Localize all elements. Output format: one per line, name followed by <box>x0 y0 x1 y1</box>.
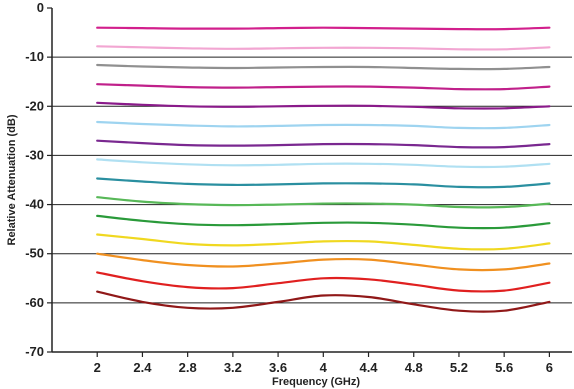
x-tick-label: 5.2 <box>450 360 468 375</box>
x-tick-label: 2.4 <box>133 360 152 375</box>
x-tick-label: 4 <box>320 360 328 375</box>
x-tick-label: 2.8 <box>179 360 197 375</box>
series-line-10 <box>96 196 551 209</box>
x-tick-label: 3.2 <box>224 360 242 375</box>
y-tick-label: -40 <box>25 197 44 212</box>
x-tick-label: 4.4 <box>359 360 378 375</box>
series-line-1 <box>96 26 551 31</box>
series-line-2 <box>96 45 551 51</box>
series-line-15 <box>96 290 551 313</box>
y-tick-label: 0 <box>37 0 44 15</box>
series-line-13 <box>96 252 551 272</box>
series-lines <box>96 26 551 313</box>
y-tick-label: -30 <box>25 147 44 162</box>
y-tick-label: -60 <box>25 295 44 310</box>
y-tick-label: -20 <box>25 98 44 113</box>
series-line-14 <box>96 271 551 293</box>
x-tick-label: 6 <box>546 360 553 375</box>
series-line-8 <box>96 158 551 169</box>
series-line-4 <box>96 83 551 91</box>
series-line-6 <box>96 120 551 130</box>
x-tick-label: 5.6 <box>495 360 513 375</box>
y-tick-label: -50 <box>25 246 44 261</box>
series-line-7 <box>96 139 551 149</box>
series-line-3 <box>96 63 551 71</box>
tick-labels: 0 -10 -20 -30 -40 -50 -60 -70 2 2.4 2.8 3.2 3.6 4 4.4 4… <box>25 0 553 375</box>
series-line-9 <box>96 177 551 189</box>
y-axis-title: Relative Attenuation (dB) <box>6 114 18 245</box>
gridlines <box>52 56 572 304</box>
series-line-5 <box>96 101 551 110</box>
series-line-11 <box>96 214 551 230</box>
x-tick-label: 2 <box>94 360 101 375</box>
series-line-12 <box>96 233 551 251</box>
x-tick-label: 4.8 <box>405 360 423 375</box>
y-tick-label: -10 <box>25 49 44 64</box>
axes <box>47 7 572 357</box>
x-axis-title: Frequency (GHz) <box>272 376 360 388</box>
x-tick-label: 3.6 <box>269 360 287 375</box>
y-tick-label: -70 <box>25 344 44 359</box>
